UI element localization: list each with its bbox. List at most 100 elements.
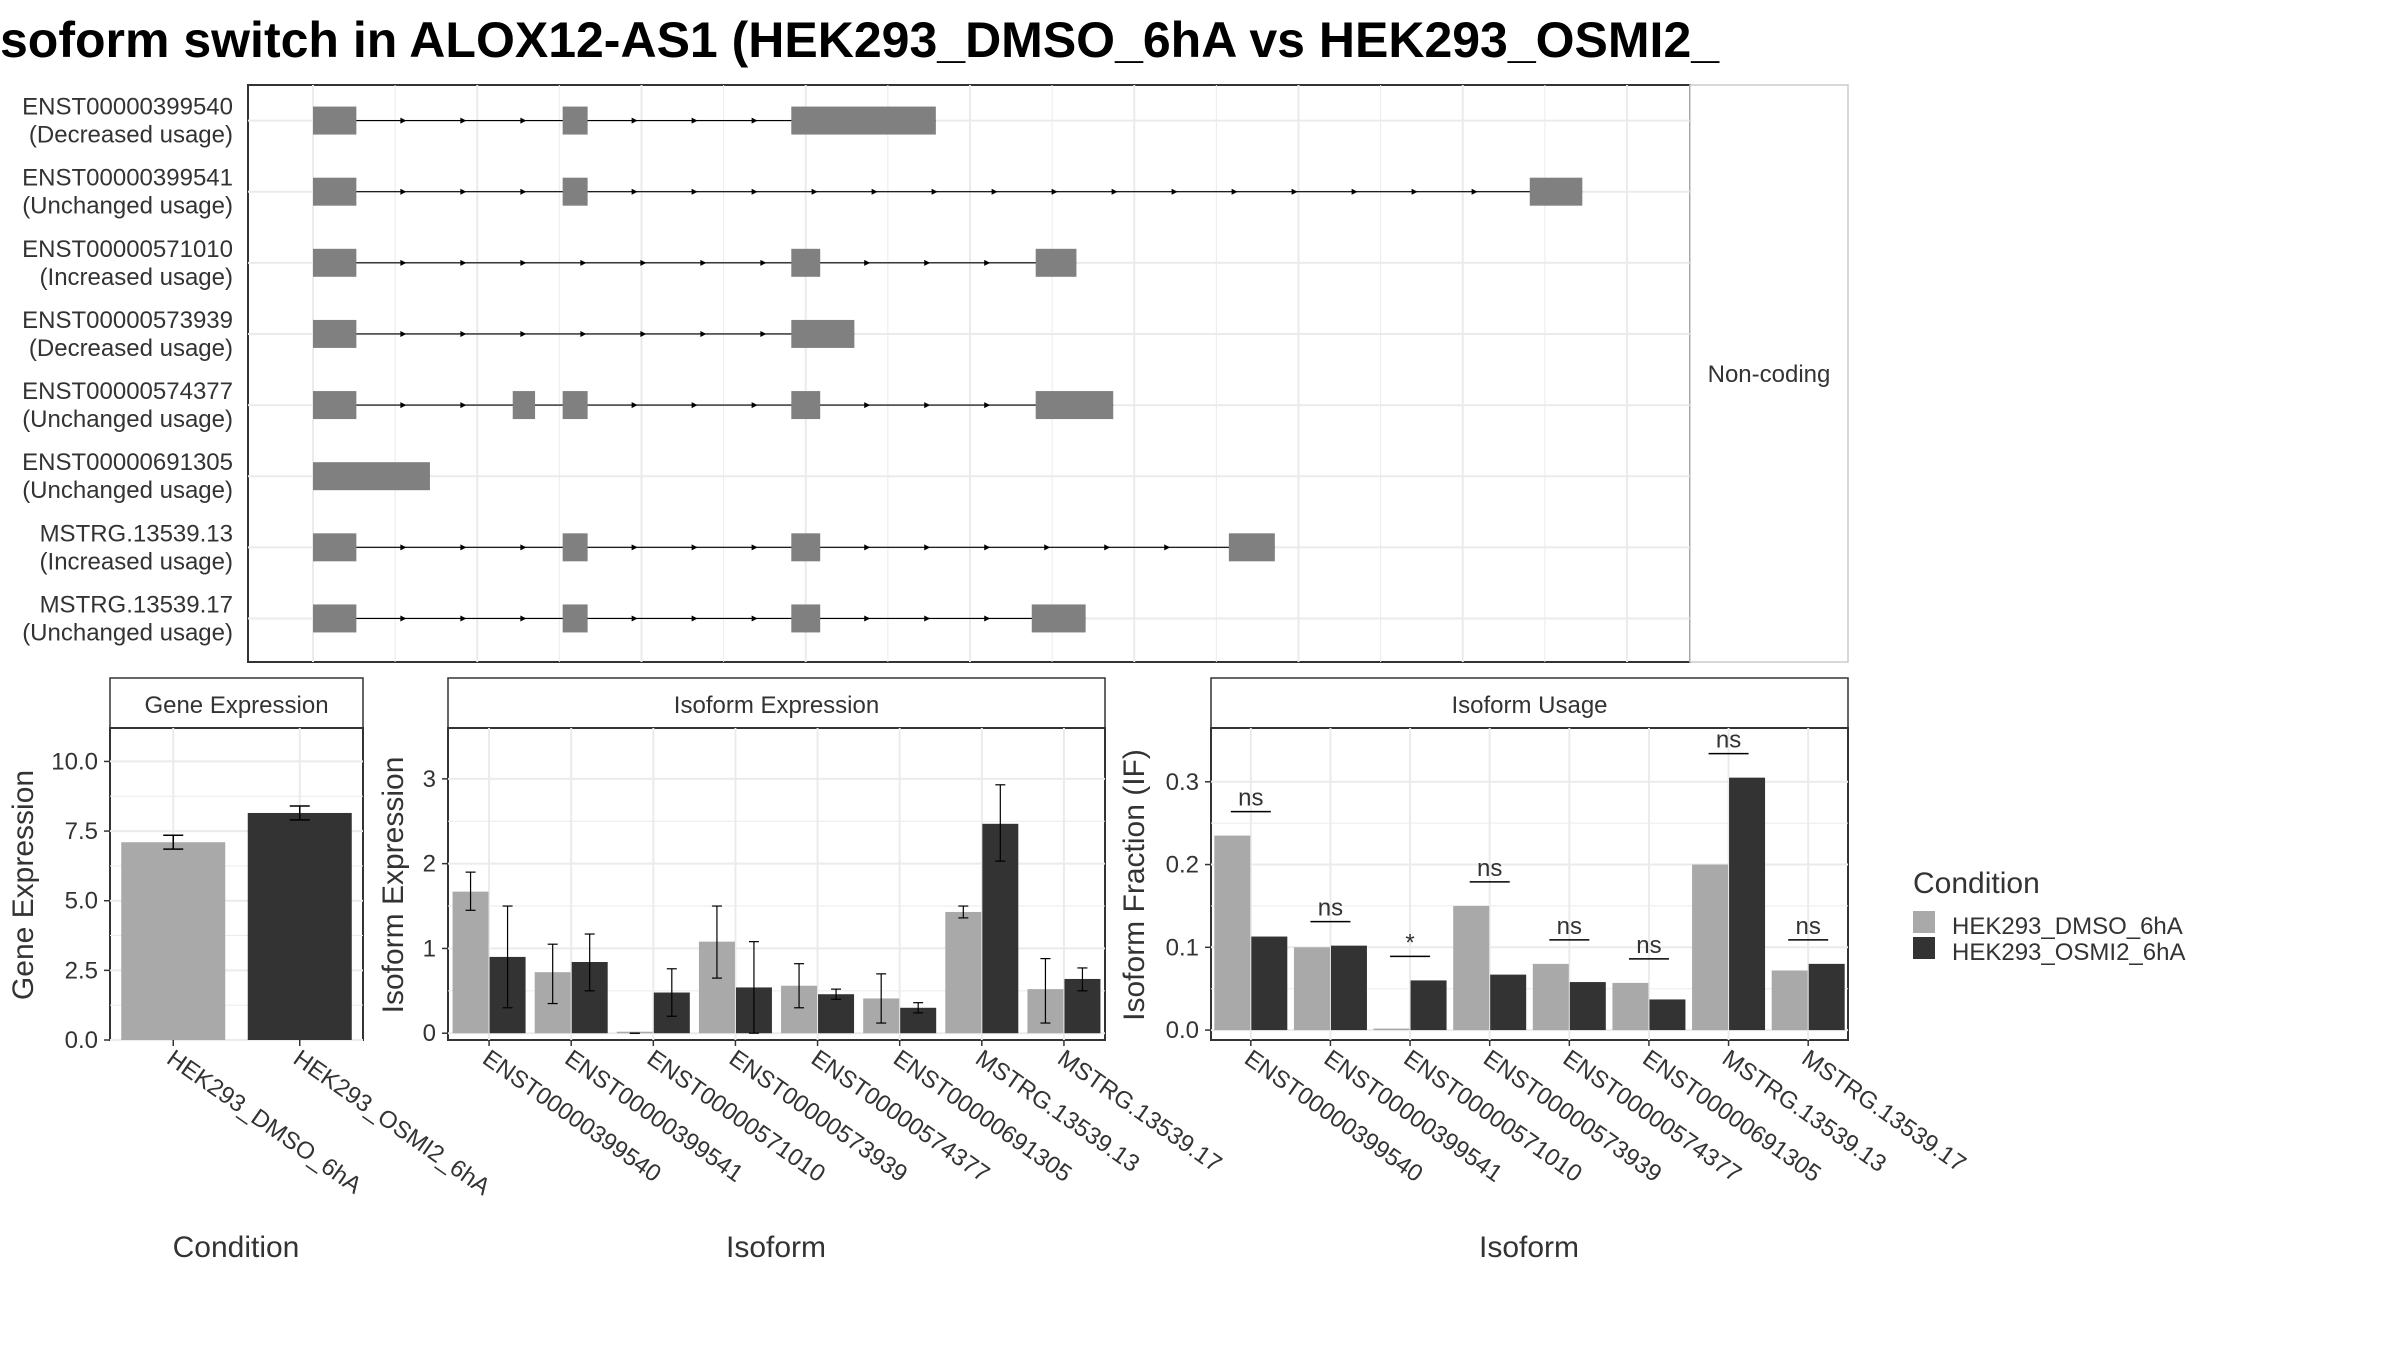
- intron-arrow: [631, 615, 638, 622]
- intron-arrow: [520, 117, 527, 124]
- bar: [818, 994, 855, 1034]
- plot-title: soform switch in ALOX12-AS1 (HEK293_DMSO…: [0, 12, 1720, 68]
- bar: [1453, 905, 1490, 1031]
- significance-label: *: [1405, 929, 1414, 956]
- legend-label-dmso: HEK293_DMSO_6hA: [1952, 913, 2183, 940]
- significance-label: ns: [1318, 895, 1343, 922]
- exon: [313, 319, 357, 348]
- y-tick-label: 3: [423, 766, 436, 793]
- y-tick-label: 0: [423, 1020, 436, 1047]
- intron-arrow: [400, 188, 407, 195]
- exon: [313, 462, 430, 491]
- intron-arrow: [691, 117, 698, 124]
- isoform-usage-ylabel: Isoform Fraction (IF): [1118, 749, 1151, 1021]
- legend-swatch-dmso: [1913, 911, 1935, 933]
- transcript-usage-label: (Increased usage): [40, 548, 233, 575]
- structure-transcripts: [313, 106, 1583, 633]
- intron-arrow: [700, 259, 707, 266]
- exon: [1031, 604, 1086, 633]
- exon: [562, 604, 588, 633]
- intron-arrow: [751, 544, 758, 551]
- significance-label: ns: [1238, 785, 1263, 812]
- gene-expression-xlabel: Condition: [173, 1231, 300, 1264]
- legend-title: Condition: [1913, 867, 2040, 900]
- intron-arrow: [640, 259, 647, 266]
- exon: [313, 604, 357, 633]
- intron-arrow: [460, 117, 467, 124]
- structure-strip-label: Non-coding: [1708, 361, 1831, 388]
- intron-arrow: [864, 259, 871, 266]
- intron-arrow: [400, 402, 407, 409]
- bar: [121, 842, 226, 1040]
- gene-expression-title: Gene Expression: [144, 692, 328, 719]
- bar: [1293, 947, 1330, 1031]
- transcript-usage-label: (Decreased usage): [29, 335, 233, 362]
- intron-arrow: [751, 402, 758, 409]
- gene-expression-strip: [109, 677, 364, 729]
- isoform-expression-strip: [447, 677, 1106, 729]
- legend-label-osmi2: HEK293_OSMI2_6hA: [1952, 939, 2185, 966]
- intron-arrow: [924, 402, 931, 409]
- intron-arrow: [460, 259, 467, 266]
- intron-arrow: [460, 330, 467, 337]
- bar: [1729, 777, 1766, 1031]
- bar: [616, 1031, 653, 1034]
- significance-label: ns: [1636, 932, 1661, 959]
- intron-arrow: [460, 402, 467, 409]
- transcript-id-label: ENST00000399540: [22, 94, 233, 121]
- transcript-usage-label: (Decreased usage): [29, 122, 233, 149]
- y-tick-label: 0.3: [1166, 769, 1199, 796]
- transcript-id-label: ENST00000399541: [22, 165, 233, 192]
- intron-arrow: [640, 330, 647, 337]
- intron-arrow: [864, 615, 871, 622]
- transcript-usage-label: (Increased usage): [40, 264, 233, 291]
- significance-label: ns: [1557, 913, 1582, 940]
- intron-arrow: [631, 544, 638, 551]
- bar: [1251, 936, 1288, 1031]
- exon: [791, 391, 821, 420]
- intron-arrow: [520, 615, 527, 622]
- exon: [791, 604, 821, 633]
- legend: Condition HEK293_DMSO_6hA HEK293_OSMI2_6…: [1913, 867, 2185, 966]
- significance-label: ns: [1796, 913, 1821, 940]
- intron-arrow: [811, 188, 818, 195]
- bar: [247, 812, 352, 1040]
- exon: [791, 319, 855, 348]
- intron-arrow: [924, 544, 931, 551]
- transcript-usage-label: (Unchanged usage): [22, 619, 233, 646]
- intron-arrow: [631, 188, 638, 195]
- exon: [313, 177, 357, 206]
- intron-arrow: [1291, 188, 1298, 195]
- intron-arrow: [700, 330, 707, 337]
- intron-arrow: [631, 117, 638, 124]
- y-tick-label: 0.2: [1166, 852, 1199, 879]
- bar: [945, 911, 982, 1034]
- exon: [562, 533, 588, 562]
- transcript-usage-label: (Unchanged usage): [22, 193, 233, 220]
- intron-arrow: [751, 117, 758, 124]
- intron-arrow: [760, 259, 767, 266]
- intron-arrow: [864, 402, 871, 409]
- intron-arrow: [991, 188, 998, 195]
- bar: [1373, 1028, 1410, 1031]
- structure-strip: [1689, 84, 1849, 663]
- bar: [1214, 835, 1251, 1031]
- y-tick-label: 0.0: [65, 1027, 98, 1054]
- bar: [1649, 999, 1686, 1031]
- intron-arrow: [1471, 188, 1478, 195]
- isoform-expression-ylabel: Isoform Expression: [377, 757, 410, 1014]
- transcript-usage-label: (Unchanged usage): [22, 406, 233, 433]
- intron-arrow: [400, 330, 407, 337]
- exon: [1035, 248, 1077, 277]
- intron-arrow: [1171, 188, 1178, 195]
- bar: [1569, 982, 1606, 1031]
- intron-arrow: [580, 259, 587, 266]
- bar: [1490, 974, 1527, 1031]
- intron-arrow: [520, 188, 527, 195]
- exon: [313, 533, 357, 562]
- intron-arrow: [984, 402, 991, 409]
- y-tick-label: 0.0: [1166, 1017, 1199, 1044]
- intron-arrow: [691, 544, 698, 551]
- exon: [313, 106, 357, 135]
- intron-arrow: [751, 188, 758, 195]
